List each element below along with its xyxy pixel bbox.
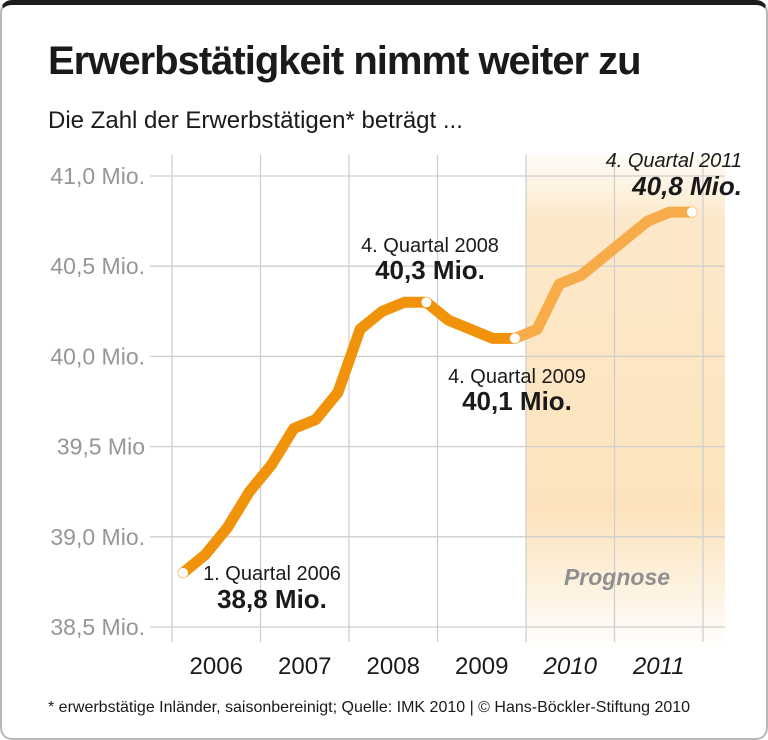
chart-title: Erwerbstätigkeit nimmt weiter zu xyxy=(48,39,642,83)
data-point-dot xyxy=(178,567,189,578)
x-axis-year-label: 2008 xyxy=(367,653,420,680)
x-axis-year-label: 2011 xyxy=(632,653,685,680)
employment-line-forecast xyxy=(509,206,698,344)
y-axis-tick-label: 41,0 Mio. xyxy=(50,163,145,189)
x-axis-year-label: 2007 xyxy=(278,653,331,680)
source-footnote: * erwerbstätige Inländer, saisonbereinig… xyxy=(48,699,691,716)
y-axis-tick-label: 40,0 Mio. xyxy=(50,343,145,369)
y-axis-tick-label: 40,5 Mio. xyxy=(50,253,145,279)
annotation-quarter-label: 1. Quartal 2006 xyxy=(203,563,341,585)
annotation-value-label: 40,1 Mio. xyxy=(462,386,572,416)
annotation-value-label: 40,8 Mio. xyxy=(631,171,742,201)
forecast-label: Prognose xyxy=(564,564,670,590)
y-axis-tick-label: 38,5 Mio. xyxy=(50,614,145,640)
annotation-quarter-label: 4. Quartal 2008 xyxy=(361,235,499,257)
y-axis-tick-label: 39,0 Mio. xyxy=(50,524,145,550)
y-axis-tick-label: 39,5 Mio xyxy=(57,434,145,460)
annotation-quarter-label: 4. Quartal 2009 xyxy=(448,366,586,388)
employment-line-historical xyxy=(177,296,521,579)
x-axis-year-label: 2009 xyxy=(455,653,508,680)
x-axis-year-label: 2006 xyxy=(190,653,243,680)
annotation-value-label: 38,8 Mio. xyxy=(217,584,327,614)
chart-subtitle: Die Zahl der Erwerbstätigen* beträgt ... xyxy=(48,107,463,134)
annotation-quarter-label: 4. Quartal 2011 xyxy=(606,150,742,172)
x-axis-year-label: 2010 xyxy=(543,653,598,680)
annotation-value-label: 40,3 Mio. xyxy=(375,255,485,285)
employment-line-chart: 41,0 Mio. 40,5 Mio. 40,0 Mio. 39,5 Mio 39,0 … xyxy=(50,150,742,680)
data-point-dot xyxy=(509,333,520,344)
data-point-dot xyxy=(686,207,697,218)
data-point-dot xyxy=(421,297,432,308)
